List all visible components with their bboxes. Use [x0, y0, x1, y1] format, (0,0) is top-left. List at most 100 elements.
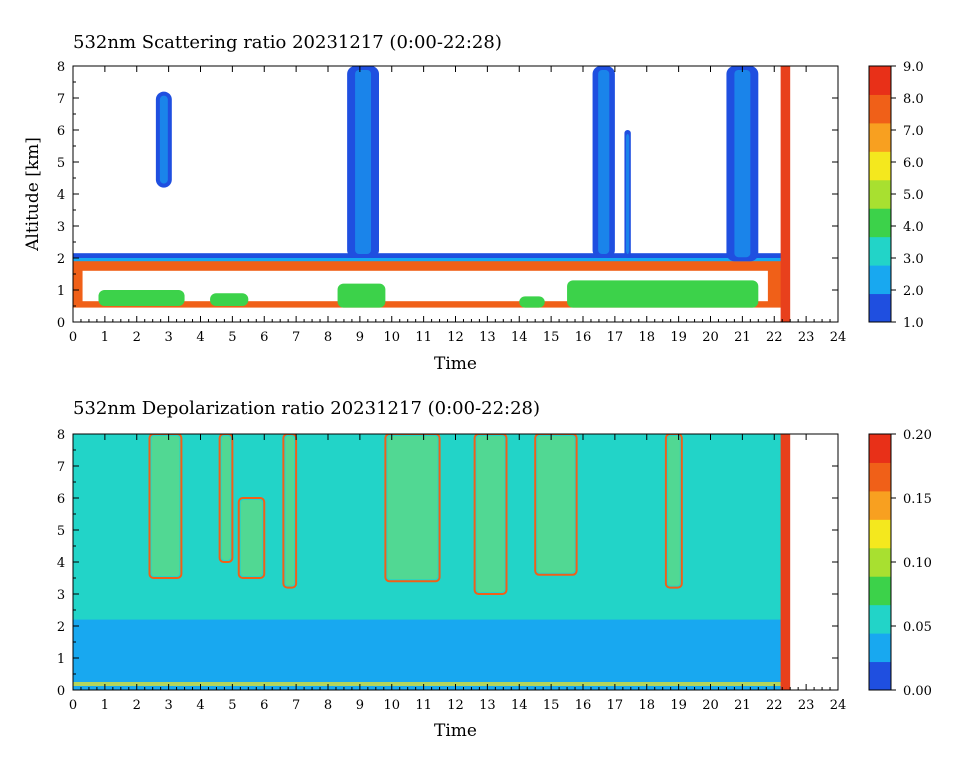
bottom-colorbar-segment: [869, 547, 891, 577]
bottom-colorbar-segment: [869, 490, 891, 520]
bottom-x-tick-label: 17: [607, 698, 624, 713]
top-x-tick-label: 12: [447, 330, 464, 345]
bottom-no-data-region: [789, 434, 838, 690]
top-x-tick-label: 9: [356, 330, 364, 345]
bottom-x-tick-label: 14: [511, 698, 528, 713]
bottom-x-tick-label: 3: [164, 698, 172, 713]
bottom-y-tick-label: 6: [57, 492, 65, 507]
top-colorbar-label: 2.0: [903, 284, 924, 299]
depol-structure-fill: [221, 436, 231, 560]
depol-structure: [664, 434, 683, 589]
bottom-x-tick-label: 5: [228, 698, 236, 713]
aerosol-patch: [519, 296, 545, 308]
bottom-y-tick-label: 1: [57, 652, 65, 667]
top-colorbar-label: 7.0: [903, 124, 924, 139]
bottom-colorbar-label: 0.15: [903, 492, 932, 507]
bottom-x-tick-label: 15: [543, 698, 560, 713]
depol-structure: [218, 434, 234, 563]
bottom-x-tick-label: 4: [196, 698, 204, 713]
top-x-tick-label: 3: [164, 330, 172, 345]
cloud-core: [598, 70, 610, 254]
top-y-tick-label: 2: [57, 252, 65, 267]
top-y-tick-label: 1: [57, 284, 65, 299]
top-colorbar-label: 1.0: [903, 316, 924, 331]
depol-structure-fill: [476, 436, 505, 592]
bottom-x-tick-label: 24: [830, 698, 847, 713]
bottom-colorbar-label: 0.00: [903, 684, 932, 699]
bottom-x-tick-label: 11: [415, 698, 432, 713]
bottom-gap-marker: [780, 434, 791, 690]
top-x-axis-label: Time: [434, 354, 477, 374]
depol-low-layer: [73, 619, 790, 690]
bottom-colorbar-segment: [869, 661, 891, 691]
bottom-colorbar-label: 0.10: [903, 556, 932, 571]
bottom-colorbar-segment: [869, 633, 891, 663]
bottom-y-tick-label: 8: [57, 428, 65, 443]
top-x-tick-label: 22: [766, 330, 783, 345]
bottom-x-tick-label: 7: [292, 698, 300, 713]
top-x-tick-label: 17: [607, 330, 624, 345]
cloud-core: [159, 95, 168, 184]
bottom-colorbar-label: 0.05: [903, 620, 932, 635]
bottom-x-tick-label: 16: [575, 698, 592, 713]
top-x-tick-label: 13: [479, 330, 496, 345]
depol-structure-fill: [240, 500, 263, 576]
top-colorbar-label: 9.0: [903, 60, 924, 75]
top-y-tick-label: 3: [57, 220, 65, 235]
bottom-x-tick-label: 18: [638, 698, 655, 713]
depol-structure-fill: [537, 436, 575, 573]
top-colorbar-label: 3.0: [903, 252, 924, 267]
top-x-tick-label: 18: [638, 330, 655, 345]
top-colorbar-segment: [869, 94, 891, 124]
bottom-y-tick-label: 3: [57, 588, 65, 603]
depol-surface-line: [73, 682, 790, 686]
bottom-y-tick-label: 7: [57, 460, 65, 475]
top-x-tick-label: 19: [670, 330, 687, 345]
top-x-tick-label: 4: [196, 330, 204, 345]
bottom-y-tick-label: 0: [57, 684, 65, 699]
depol-structure-fill: [667, 436, 680, 586]
bottom-x-axis-label: Time: [434, 721, 477, 741]
bottom-x-tick-label: 12: [447, 698, 464, 713]
bottom-colorbar-segment: [869, 576, 891, 606]
bottom-x-tick-label: 13: [479, 698, 496, 713]
top-x-tick-label: 8: [324, 330, 332, 345]
bottom-y-tick-label: 5: [57, 524, 65, 539]
aerosol-patch: [98, 290, 185, 306]
bottom-x-tick-label: 9: [356, 698, 364, 713]
bottom-colorbar-segment: [869, 604, 891, 634]
top-x-tick-label: 2: [133, 330, 141, 345]
bottom-colorbar-segment: [869, 519, 891, 549]
bottom-x-tick-label: 6: [260, 698, 268, 713]
top-y-tick-label: 8: [57, 60, 65, 75]
top-colorbar-segment: [869, 236, 891, 266]
depol-structure-fill: [387, 436, 438, 580]
aerosol-patch: [210, 293, 249, 306]
bottom-x-tick-label: 23: [798, 698, 815, 713]
depol-structure: [473, 434, 508, 595]
bottom-x-tick-label: 10: [383, 698, 400, 713]
bottom-x-tick-label: 22: [766, 698, 783, 713]
top-colorbar-segment: [869, 151, 891, 181]
top-x-tick-label: 11: [415, 330, 432, 345]
top-colorbar-label: 4.0: [903, 220, 924, 235]
top-colorbar-label: 5.0: [903, 188, 924, 203]
bottom-x-tick-label: 1: [101, 698, 109, 713]
top-colorbar-label: 8.0: [903, 92, 924, 107]
top-x-tick-label: 6: [260, 330, 268, 345]
top-colorbar-segment: [869, 208, 891, 238]
top-colorbar-segment: [869, 66, 891, 95]
depol-structure: [282, 434, 298, 589]
cloud-core: [734, 70, 751, 258]
top-y-tick-label: 6: [57, 124, 65, 139]
bottom-colorbar-segment: [869, 462, 891, 492]
bottom-x-tick-label: 21: [734, 698, 751, 713]
top-no-data-region: [789, 66, 838, 322]
bottom-chart-title: 532nm Depolarization ratio 20231217 (0:0…: [73, 398, 541, 419]
top-x-tick-label: 5: [228, 330, 236, 345]
top-x-tick-label: 1: [101, 330, 109, 345]
depol-structure: [384, 434, 441, 583]
cloud-core: [626, 134, 630, 254]
